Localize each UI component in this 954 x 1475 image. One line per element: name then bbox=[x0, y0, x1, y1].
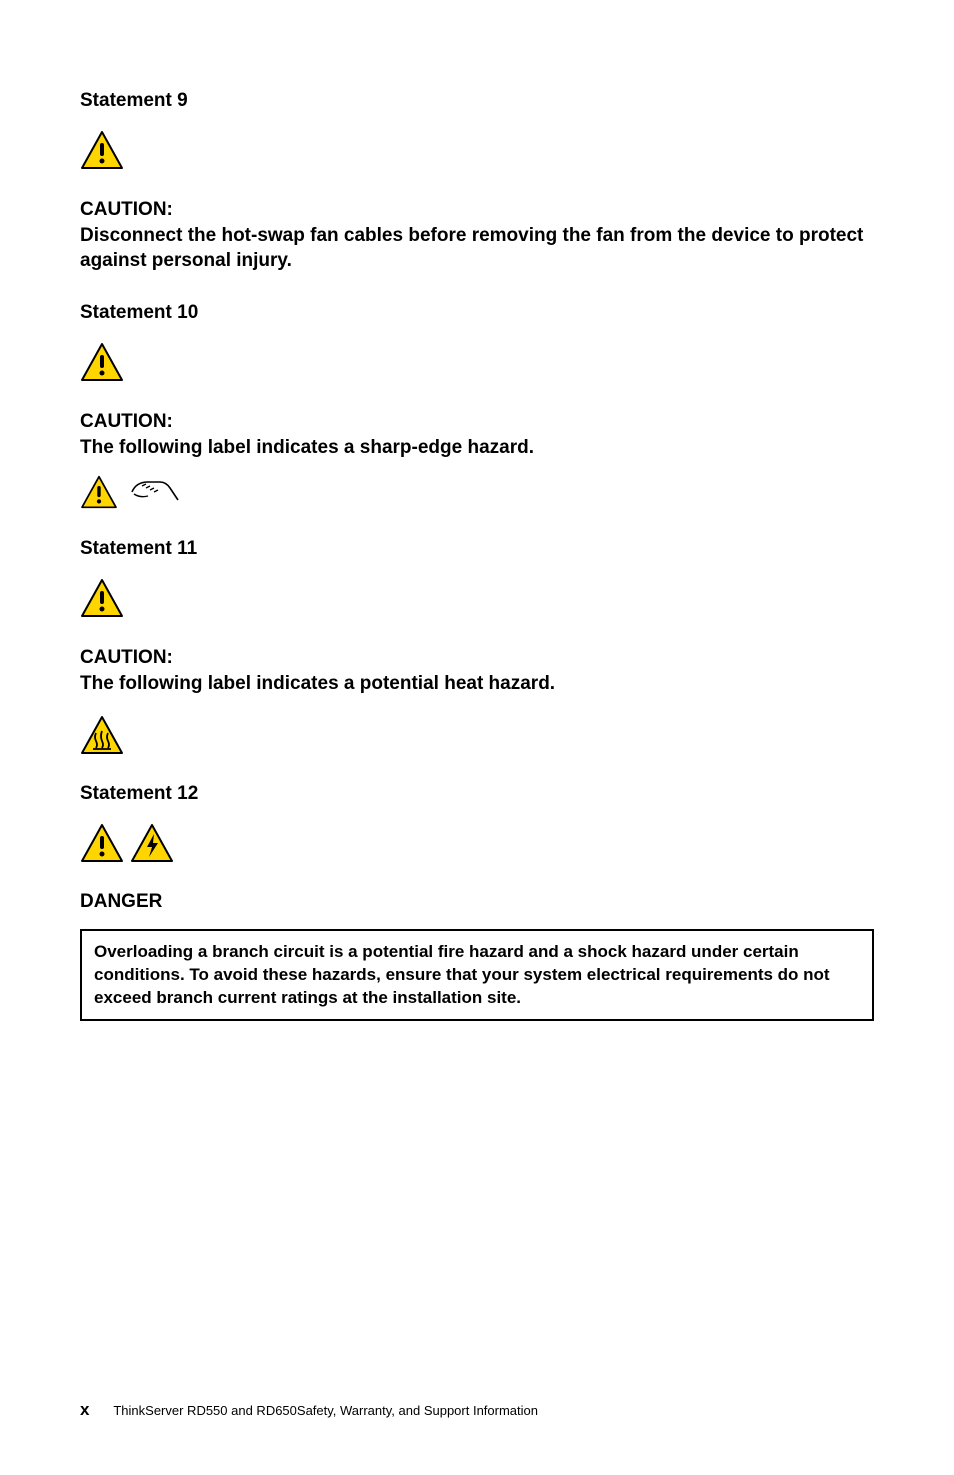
warning-triangle-icon bbox=[80, 342, 124, 382]
statement-9-title: Statement 9 bbox=[80, 90, 874, 112]
statement-11-caution-text: The following label indicates a potentia… bbox=[80, 671, 874, 697]
warning-triangle-icon bbox=[80, 130, 124, 170]
statement-9-caution-text: Disconnect the hot-swap fan cables befor… bbox=[80, 223, 874, 274]
statement-10-icon-row bbox=[80, 342, 874, 382]
statement-10-caution-label: CAUTION: bbox=[80, 410, 874, 435]
statement-10-caution-text: The following label indicates a sharp-ed… bbox=[80, 435, 874, 461]
statement-11-icon-row bbox=[80, 578, 874, 618]
heat-hazard-label-row bbox=[80, 715, 874, 755]
statement-12-danger-text: Overloading a branch circuit is a potent… bbox=[94, 942, 830, 1007]
sharp-edge-label-row bbox=[80, 474, 874, 510]
statement-11-caution-label: CAUTION: bbox=[80, 646, 874, 671]
statement-12-icon-row bbox=[80, 823, 874, 863]
warning-triangle-icon bbox=[80, 578, 124, 618]
book-title: ThinkServer RD550 and RD650Safety, Warra… bbox=[113, 1403, 538, 1418]
statement-12-danger-label: DANGER bbox=[80, 891, 874, 913]
electrical-hazard-icon bbox=[130, 823, 174, 863]
sharp-edge-hand-icon bbox=[126, 474, 184, 510]
heat-hazard-icon bbox=[80, 715, 124, 755]
statement-12-title: Statement 12 bbox=[80, 783, 874, 805]
warning-triangle-icon bbox=[80, 823, 124, 863]
statement-11-title: Statement 11 bbox=[80, 538, 874, 560]
statement-10-title: Statement 10 bbox=[80, 302, 874, 324]
statement-9-icon-row bbox=[80, 130, 874, 170]
warning-triangle-icon bbox=[80, 475, 118, 509]
page-number: x bbox=[80, 1400, 89, 1419]
statement-12-danger-box: Overloading a branch circuit is a potent… bbox=[80, 929, 874, 1022]
statement-9-caution-label: CAUTION: bbox=[80, 198, 874, 223]
page-footer: x ThinkServer RD550 and RD650Safety, War… bbox=[80, 1400, 538, 1420]
